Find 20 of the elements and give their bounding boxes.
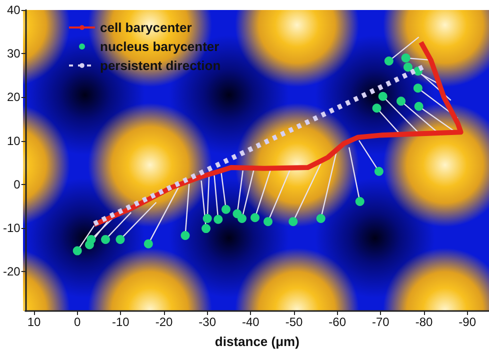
y-tick-label: -20: [3, 264, 21, 279]
x-tick-label: -70: [372, 315, 390, 329]
x-tick-label: -80: [415, 315, 433, 329]
y-tick-label: 20: [6, 90, 21, 104]
x-tick-label: -60: [328, 315, 346, 329]
y-tick-label: 0: [14, 177, 21, 192]
x-tick-label: -10: [112, 315, 130, 329]
x-tick-label: -50: [285, 315, 303, 329]
x-tick-label: -40: [242, 315, 260, 329]
y-tick-label: 10: [6, 134, 21, 148]
x-tick-label: 0: [74, 315, 81, 329]
x-tick-label: -20: [155, 315, 174, 329]
x-tick-label: 10: [27, 315, 42, 329]
y-tick-label: -10: [3, 221, 21, 236]
x-axis-title: distance (μm): [214, 334, 300, 349]
x-tick-label: -30: [198, 315, 216, 329]
x-tick-label: -90: [458, 315, 476, 329]
y-tick-label: 30: [6, 46, 21, 61]
legend-label: cell barycenter: [100, 20, 192, 35]
y-tick-label: 40: [6, 3, 21, 17]
